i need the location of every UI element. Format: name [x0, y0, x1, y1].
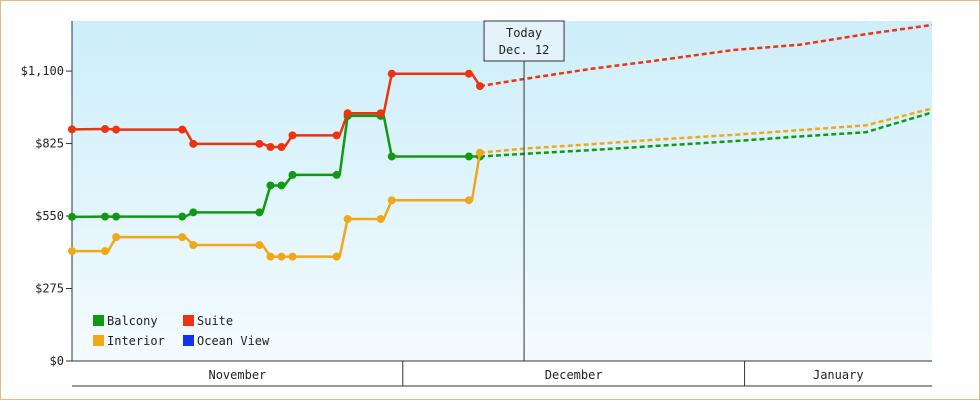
today-label: Today [506, 26, 542, 40]
data-point[interactable] [68, 212, 76, 221]
data-point[interactable] [178, 125, 187, 134]
data-point[interactable] [464, 69, 473, 78]
series-interior [68, 107, 933, 261]
data-point[interactable] [178, 233, 187, 242]
data-point[interactable] [288, 252, 297, 261]
y-tick-label: $1,100 [21, 64, 64, 78]
month-label: December [545, 368, 603, 382]
data-point[interactable] [112, 125, 121, 134]
data-point[interactable] [68, 247, 76, 256]
data-point[interactable] [189, 208, 198, 217]
legend-item-balcony[interactable]: Balcony [93, 314, 158, 328]
y-tick-label: $275 [35, 282, 64, 296]
data-point[interactable] [464, 196, 473, 205]
data-point[interactable] [277, 181, 286, 190]
month-label: November [208, 368, 266, 382]
data-point[interactable] [332, 252, 341, 261]
data-point[interactable] [68, 125, 76, 134]
data-point[interactable] [189, 139, 198, 148]
data-point[interactable] [178, 212, 187, 221]
forecast-line [479, 23, 933, 88]
today-box [483, 20, 565, 62]
legend-item-ocean-view[interactable]: Ocean View [183, 334, 270, 348]
legend-item-suite[interactable]: Suite [183, 314, 233, 328]
data-point[interactable] [464, 152, 473, 161]
today-marker: Today Dec. 12 [483, 20, 565, 361]
legend: Balcony Suite Interior Ocean View [93, 314, 270, 348]
data-point[interactable] [387, 196, 396, 205]
legend-swatch [93, 335, 104, 346]
data-point[interactable] [277, 252, 286, 261]
data-point[interactable] [343, 109, 352, 118]
data-point[interactable] [266, 181, 275, 190]
legend-swatch [93, 315, 104, 326]
data-point[interactable] [266, 252, 275, 261]
data-point[interactable] [288, 170, 297, 179]
data-point[interactable] [101, 125, 110, 134]
series-layer [68, 23, 933, 261]
data-point[interactable] [112, 212, 121, 221]
today-date-label: Dec. 12 [499, 43, 550, 57]
data-point[interactable] [266, 142, 275, 151]
data-point[interactable] [288, 131, 297, 140]
data-point[interactable] [387, 69, 396, 78]
data-point[interactable] [332, 170, 341, 179]
data-point[interactable] [255, 241, 264, 250]
data-point[interactable] [387, 152, 396, 161]
y-axis: $0 $275 $550 $825 $1,100 [21, 21, 73, 368]
data-point[interactable] [475, 148, 484, 157]
data-point[interactable] [376, 214, 385, 223]
legend-label: Balcony [107, 314, 158, 328]
y-tick-label: $825 [35, 137, 64, 151]
y-tick-label: $0 [50, 354, 64, 368]
x-axis: November December January [72, 360, 932, 387]
legend-label: Ocean View [197, 334, 270, 348]
data-point[interactable] [376, 109, 385, 118]
month-label: January [813, 368, 864, 382]
legend-label: Suite [197, 314, 233, 328]
data-point[interactable] [255, 208, 264, 217]
y-tick-label: $550 [35, 209, 64, 223]
data-point[interactable] [277, 142, 286, 151]
legend-swatch [183, 315, 194, 326]
data-point[interactable] [475, 82, 484, 91]
data-point[interactable] [101, 247, 110, 256]
data-point[interactable] [112, 233, 121, 242]
data-point[interactable] [332, 131, 341, 140]
series-suite [68, 23, 933, 151]
legend-label: Interior [107, 334, 165, 348]
plot-area [72, 21, 932, 361]
legend-item-interior[interactable]: Interior [93, 334, 165, 348]
data-point[interactable] [255, 139, 264, 148]
data-point[interactable] [189, 241, 198, 250]
data-point[interactable] [343, 214, 352, 223]
data-point[interactable] [101, 212, 110, 221]
legend-swatch [183, 335, 194, 346]
